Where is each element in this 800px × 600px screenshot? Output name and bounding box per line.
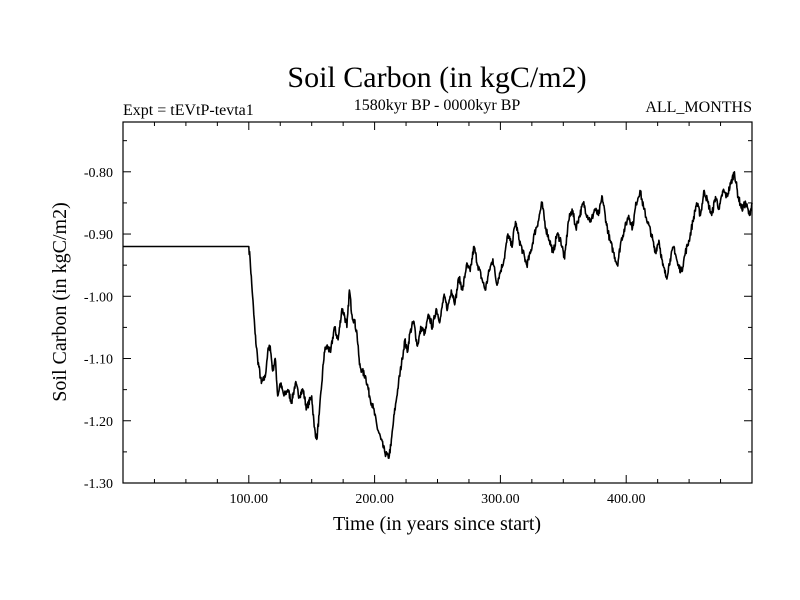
y-tick-label: -1.00 <box>84 290 113 305</box>
x-axis-label: Time (in years since start) <box>333 513 541 535</box>
months-label: ALL_MONTHS <box>645 99 752 116</box>
x-tick-label: 100.00 <box>230 492 269 507</box>
y-tick-label: -0.80 <box>84 166 113 181</box>
x-tick-label: 200.00 <box>355 492 394 507</box>
plot-frame <box>122 121 753 484</box>
y-tick-label: -1.10 <box>84 353 113 368</box>
x-tick-label: 400.00 <box>607 492 646 507</box>
chart-title: Soil Carbon (in kgC/m2) <box>287 61 586 94</box>
y-tick-label: -1.20 <box>84 415 113 430</box>
chart-subtitle: 1580kyr BP - 0000kyr BP <box>354 97 521 114</box>
experiment-label: Expt = tEVtP-tevta1 <box>123 102 254 119</box>
y-tick-label: -1.30 <box>84 477 113 492</box>
y-tick-label: -0.90 <box>84 228 113 243</box>
series-line <box>122 171 753 459</box>
y-axis-ticks: -1.30 -1.20 -1.10 -1.00 -0.90 -0.80 <box>84 140 752 492</box>
x-tick-label: 300.00 <box>481 492 520 507</box>
x-axis-ticks: 100.00 200.00 300.00 400.00 <box>153 122 722 507</box>
y-axis-label: Soil Carbon (in kgC/m2) <box>49 202 71 401</box>
series-group <box>122 171 753 459</box>
